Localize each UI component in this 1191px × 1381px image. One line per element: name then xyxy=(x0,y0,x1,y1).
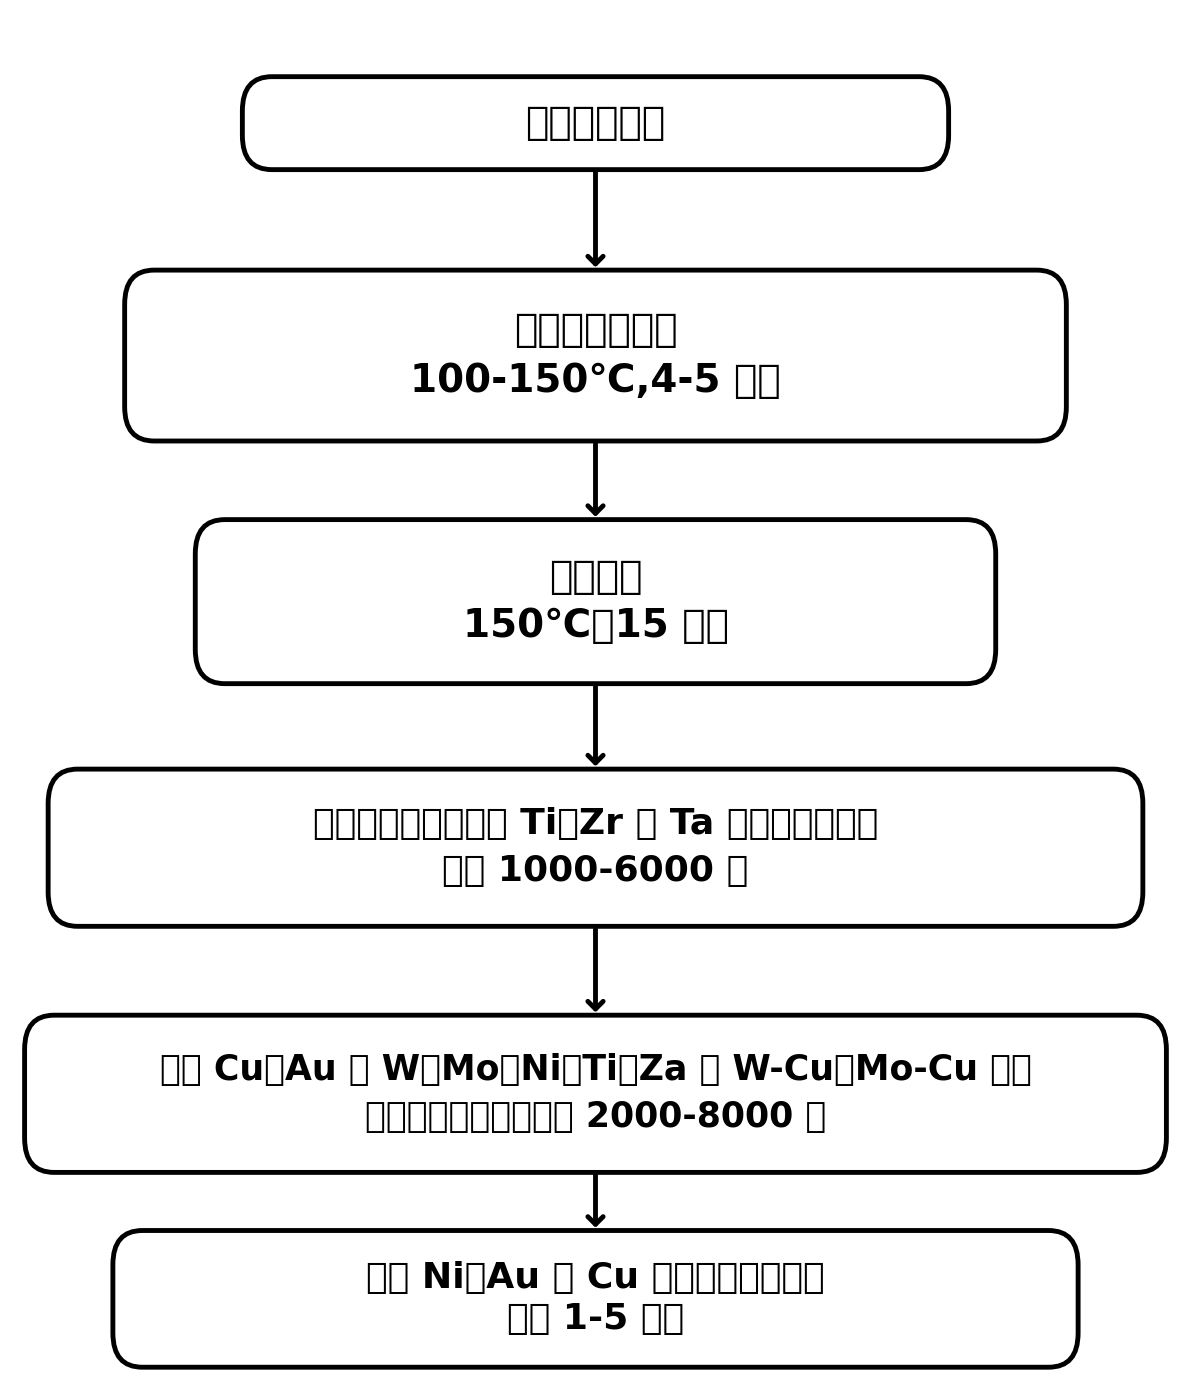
Text: 在干燥炉内烘干: 在干燥炉内烘干 xyxy=(513,311,678,349)
Text: 做第二层金属膜，厚度 2000-8000 埃: 做第二层金属膜，厚度 2000-8000 埃 xyxy=(364,1101,827,1134)
FancyBboxPatch shape xyxy=(125,271,1066,441)
FancyBboxPatch shape xyxy=(25,1015,1166,1172)
Text: 厚度 1000-6000 埃: 厚度 1000-6000 埃 xyxy=(442,855,749,888)
Text: 陶瓷表面清洗: 陶瓷表面清洗 xyxy=(525,104,666,142)
Text: 厚度 1-5 微米: 厚度 1-5 微米 xyxy=(507,1302,684,1337)
FancyBboxPatch shape xyxy=(195,519,996,684)
Text: 150℃，15 分钟: 150℃，15 分钟 xyxy=(462,608,729,645)
Text: 继续烘烤: 继续烘烤 xyxy=(549,558,642,597)
Text: 采用 Cu、Au 或 W、Mo、Ni、Ti、Za 或 W-Cu、Mo-Cu 合金: 采用 Cu、Au 或 W、Mo、Ni、Ti、Za 或 W-Cu、Mo-Cu 合金 xyxy=(160,1054,1031,1087)
FancyBboxPatch shape xyxy=(113,1230,1078,1367)
Text: 采用 Ni、Au 或 Cu 形成第三层金属膜: 采用 Ni、Au 或 Cu 形成第三层金属膜 xyxy=(366,1261,825,1295)
Text: 按薄膜形成工艺采用 Ti、Zr 或 Ta 做第一层金属膜: 按薄膜形成工艺采用 Ti、Zr 或 Ta 做第一层金属膜 xyxy=(313,807,878,841)
Text: 100-150℃,4-5 小时: 100-150℃,4-5 小时 xyxy=(410,362,781,400)
FancyBboxPatch shape xyxy=(242,77,949,170)
FancyBboxPatch shape xyxy=(48,769,1143,927)
